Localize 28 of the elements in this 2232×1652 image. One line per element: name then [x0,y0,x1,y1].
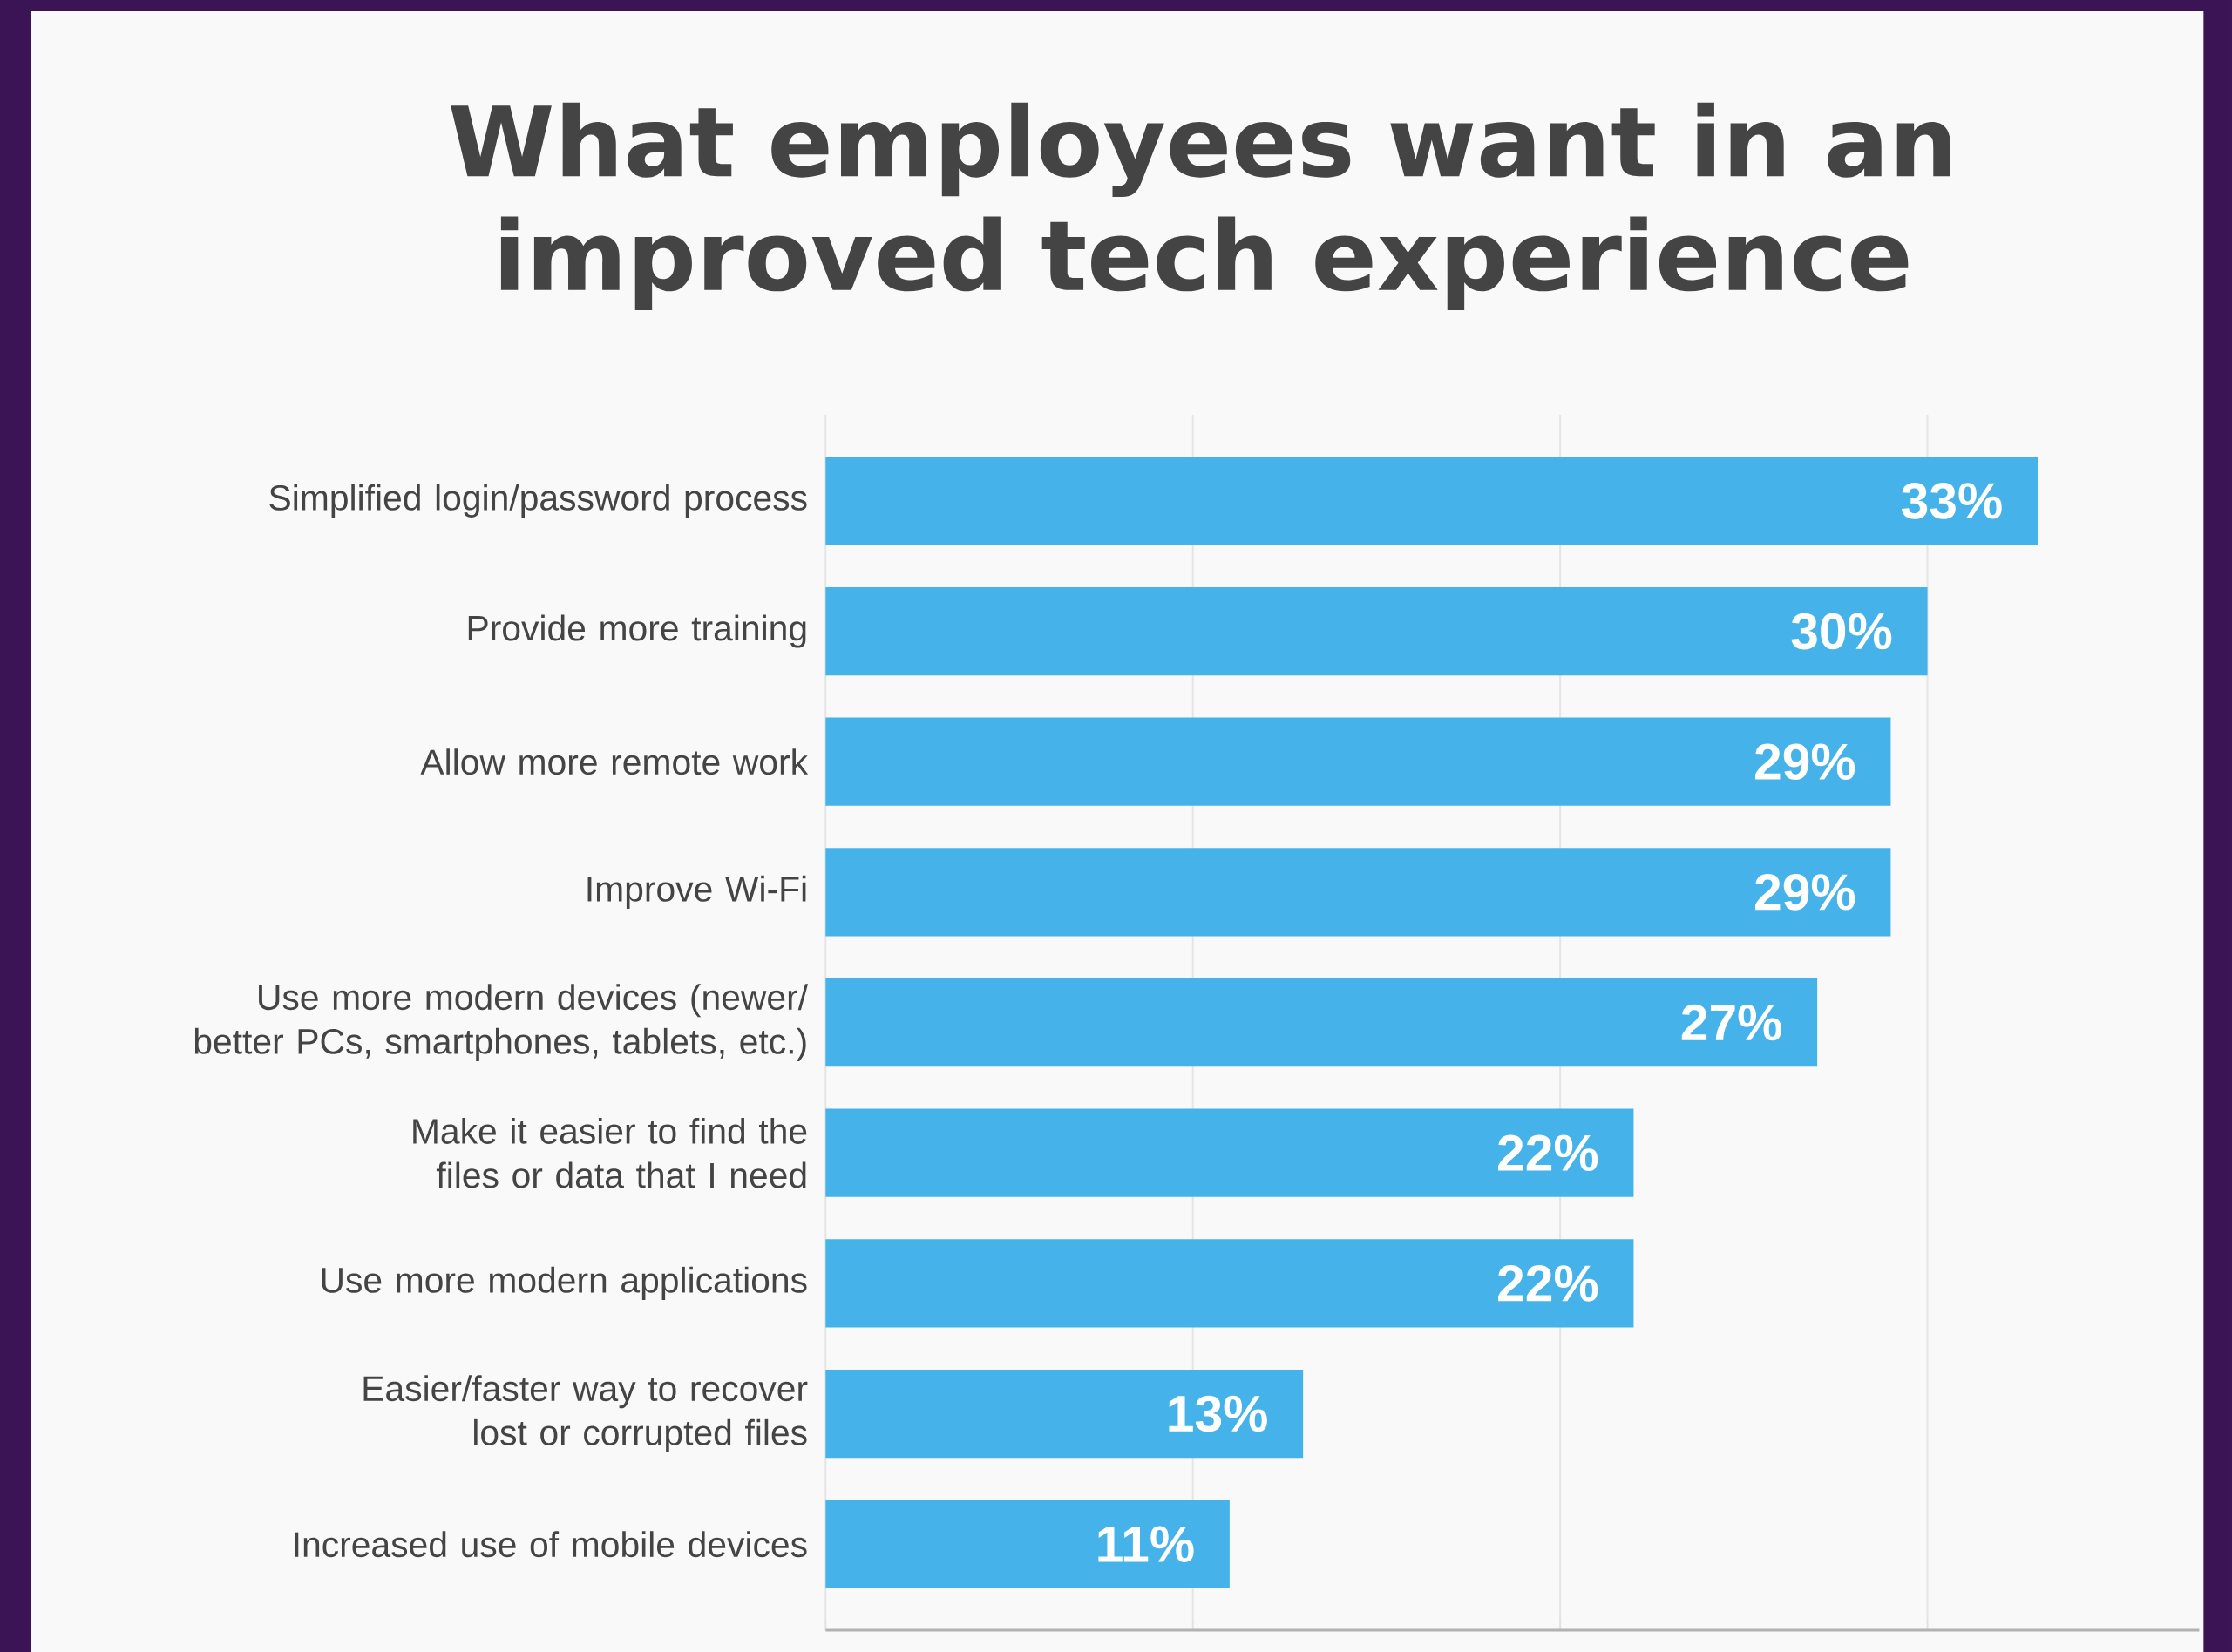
data-label: 30% [1791,613,1892,650]
bar [825,1369,1304,1459]
bar [825,717,1891,806]
y-tick-label: Simplified login/password process [269,484,807,518]
bar [825,586,1928,676]
y-tick-label: Make it easier to find the files or data that I need [413,1117,807,1188]
y-tick-label: Allow more remote work [420,748,809,775]
y-tick-label: Easier/faster way to recover lost or corrupted files [363,1375,808,1452]
bar [825,457,2038,545]
y-tick-label: Provide more training [468,614,806,648]
bar [825,978,1818,1067]
data-label: 11% [1098,1526,1194,1562]
bar [825,1108,1634,1197]
data-label: 33% [1901,482,2002,519]
bar [825,848,1891,937]
y-tick-label: Use more modern applications [322,1266,807,1300]
y-tick-label: Use more modern devices (newer/ better PCs, smartphones, tablets, etc.) [194,984,809,1061]
chart-title: What employees want in an improved tech experience [451,102,1950,310]
data-label: 29% [1755,743,1855,780]
y-tick-label: Improve Wi-Fi [587,875,806,909]
data-label: 29% [1755,873,1855,911]
data-label: 22% [1498,1264,1598,1302]
data-label: 13% [1169,1395,1267,1432]
bar [825,1239,1634,1328]
data-label: 22% [1498,1134,1598,1171]
data-label: 27% [1681,1004,1781,1041]
y-tick-label: Increased use of mobile devices [295,1531,807,1558]
bar [825,1500,1230,1588]
